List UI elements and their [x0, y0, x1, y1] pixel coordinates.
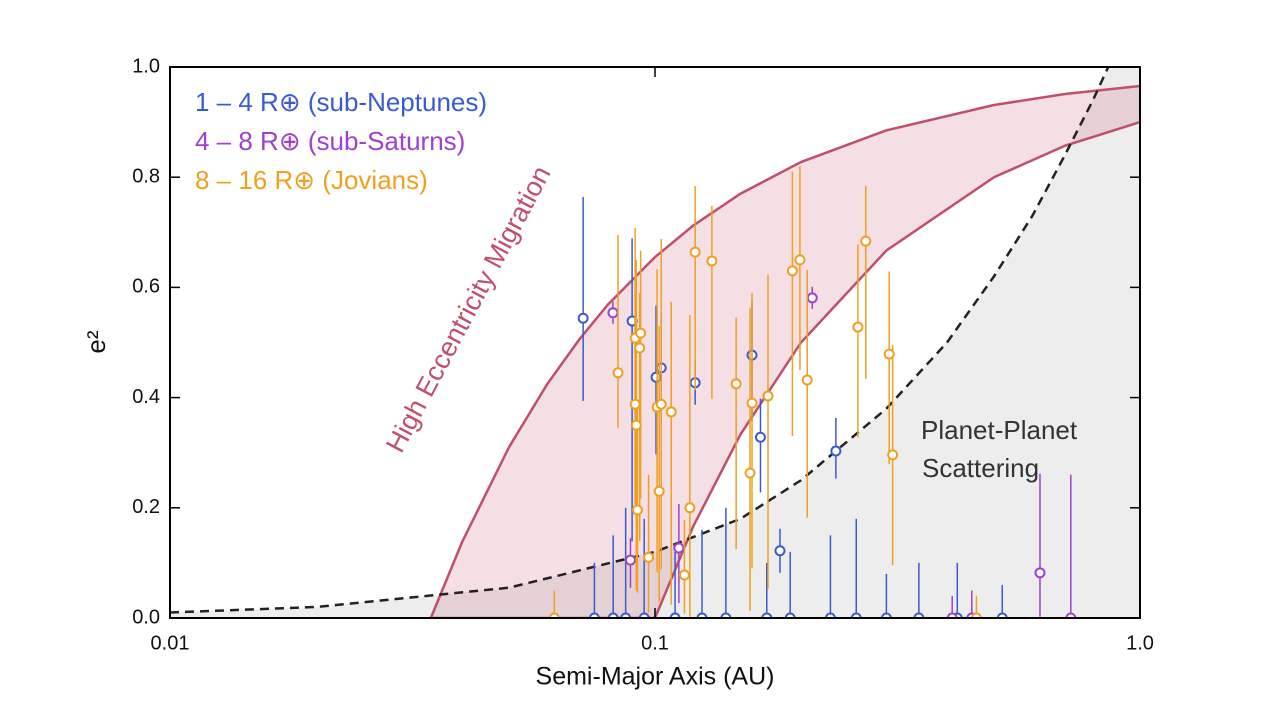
data-point	[607, 307, 619, 319]
legend-entry: 4 – 8 R⊕ (sub-Saturns)	[195, 126, 465, 156]
annotation: Planet-Planet	[921, 415, 1078, 445]
data-point	[913, 612, 925, 618]
y-tick-label: 1.0	[132, 55, 160, 77]
plot-background	[170, 67, 1140, 618]
data-point	[744, 467, 756, 479]
data-point	[746, 397, 758, 409]
data-point	[612, 367, 624, 379]
data-point	[684, 502, 696, 514]
scattering-curve	[170, 67, 1110, 614]
data-point	[673, 542, 685, 554]
data-point	[665, 406, 677, 418]
data-point	[620, 612, 632, 618]
annotation: Scattering	[922, 453, 1039, 483]
data-point	[761, 612, 773, 618]
data-point	[696, 612, 708, 618]
data-point	[1065, 612, 1077, 618]
data-point	[762, 390, 774, 402]
y-tick-label: 0.8	[132, 165, 160, 187]
data-point	[970, 612, 982, 618]
data-point	[629, 398, 641, 410]
data-point	[635, 327, 647, 339]
data-point	[678, 569, 690, 581]
migration-lower	[430, 120, 1140, 618]
data-point	[806, 292, 818, 304]
data-point	[630, 419, 642, 431]
data-point	[607, 612, 619, 618]
y-tick-label: 0.0	[132, 606, 160, 628]
data-point	[754, 431, 766, 443]
x-axis-label: Semi-Major Axis (AU)	[536, 663, 775, 691]
data-point	[946, 612, 958, 618]
data-point	[801, 374, 813, 386]
x-tick-label: 0.1	[641, 632, 669, 654]
data-point	[887, 449, 899, 461]
scattering-region	[170, 67, 1140, 618]
y-axis-label: e²	[81, 330, 111, 353]
plot-marks	[548, 166, 1077, 618]
data-point	[655, 398, 667, 410]
data-point	[643, 551, 655, 563]
data-point	[883, 348, 895, 360]
data-point	[850, 612, 862, 618]
data-point	[577, 312, 589, 324]
legend-entry: 1 – 4 R⊕ (sub-Neptunes)	[195, 87, 487, 117]
data-point	[631, 504, 643, 516]
data-point	[624, 554, 636, 566]
data-point	[730, 378, 742, 390]
data-point	[653, 485, 665, 497]
data-point	[830, 445, 842, 457]
legend-entry: 8 – 16 R⊕ (Jovians)	[195, 165, 428, 195]
data-point	[634, 342, 646, 354]
x-tick-label: 1.0	[1126, 632, 1154, 654]
data-point	[784, 612, 796, 618]
data-point	[852, 321, 864, 333]
data-point	[996, 612, 1008, 618]
x-tick-label: 0.01	[151, 632, 190, 654]
data-point	[786, 265, 798, 277]
data-point	[706, 255, 718, 267]
y-tick-label: 0.6	[132, 276, 160, 298]
data-point	[689, 246, 701, 258]
data-point	[720, 612, 732, 618]
data-point	[794, 254, 806, 266]
data-point	[669, 612, 681, 618]
data-point	[824, 612, 836, 618]
data-point	[880, 612, 892, 618]
y-tick-label: 0.2	[132, 496, 160, 518]
data-point	[588, 612, 600, 618]
data-point	[1034, 567, 1046, 579]
migration-upper	[429, 84, 1140, 618]
migration-band	[430, 86, 1140, 618]
data-point	[548, 612, 560, 618]
y-tick-label: 0.4	[132, 386, 160, 408]
data-point	[774, 545, 786, 557]
data-point	[638, 612, 650, 618]
data-point	[860, 235, 872, 247]
